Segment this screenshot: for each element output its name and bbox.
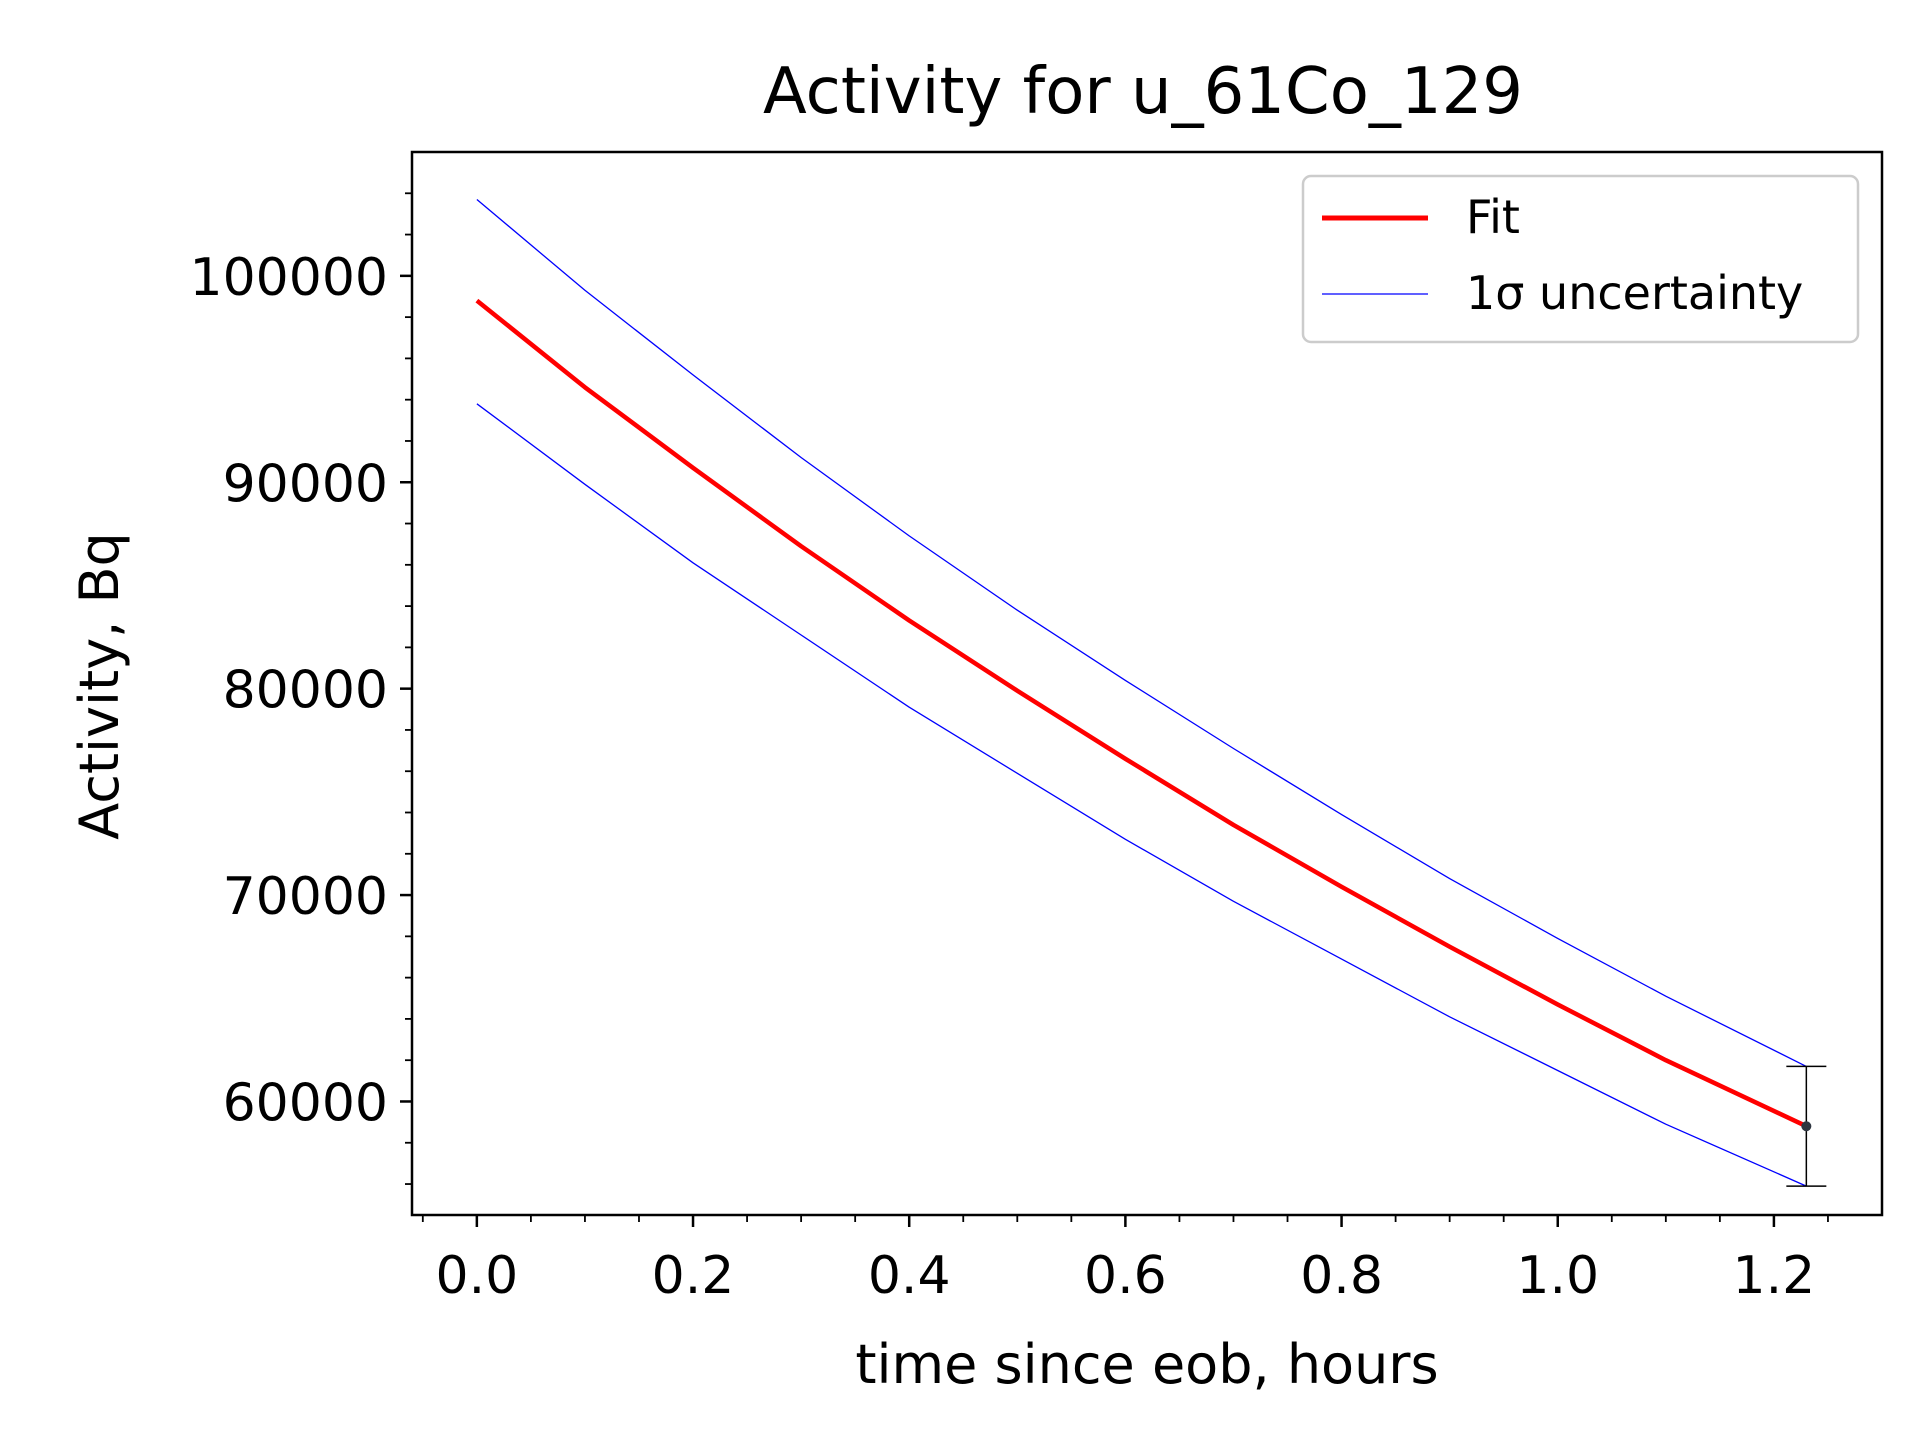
y-axis-label: Activity, Bq — [68, 532, 131, 840]
x-tick-label: 0.8 — [1300, 1246, 1383, 1306]
fit-line — [475, 298, 1808, 1129]
y-axis: 60000 70000 80000 90000 100000 — [189, 192, 412, 1185]
errorbar-layer — [1786, 1065, 1827, 1187]
legend: Fit 1σ uncertainty — [1301, 174, 1860, 344]
lower-uncertainty-line — [476, 403, 1807, 1187]
y-tick-label: 90000 — [223, 454, 388, 514]
x-tick-label: 0.6 — [1084, 1246, 1167, 1306]
legend-box — [1301, 174, 1860, 344]
x-tick-label: 0.0 — [436, 1246, 519, 1306]
y-tick-label: 70000 — [223, 867, 388, 927]
x-tick-label: 1.0 — [1516, 1246, 1599, 1306]
x-tick-label: 0.4 — [868, 1246, 951, 1306]
data-point — [1801, 1121, 1812, 1132]
y-tick-label: 80000 — [223, 661, 388, 721]
y-tick-label: 60000 — [223, 1073, 388, 1133]
y-tick-label: 100000 — [189, 248, 388, 308]
x-tick-label: 0.2 — [652, 1246, 735, 1306]
upper-uncertainty-line — [476, 199, 1807, 1067]
x-axis: 0.0 0.2 0.4 0.6 0.8 1.0 1.2 — [421, 1215, 1829, 1306]
legend-uncertainty-label: 1σ uncertainty — [1466, 266, 1803, 320]
series-layer — [475, 199, 1808, 1187]
plot-frame — [410, 150, 1884, 1217]
x-tick-label: 1.2 — [1733, 1246, 1816, 1306]
chart-title: Activity for u_61Co_129 — [763, 55, 1523, 129]
x-axis-label: time since eob, hours — [855, 1333, 1438, 1396]
legend-fit-label: Fit — [1466, 190, 1520, 244]
